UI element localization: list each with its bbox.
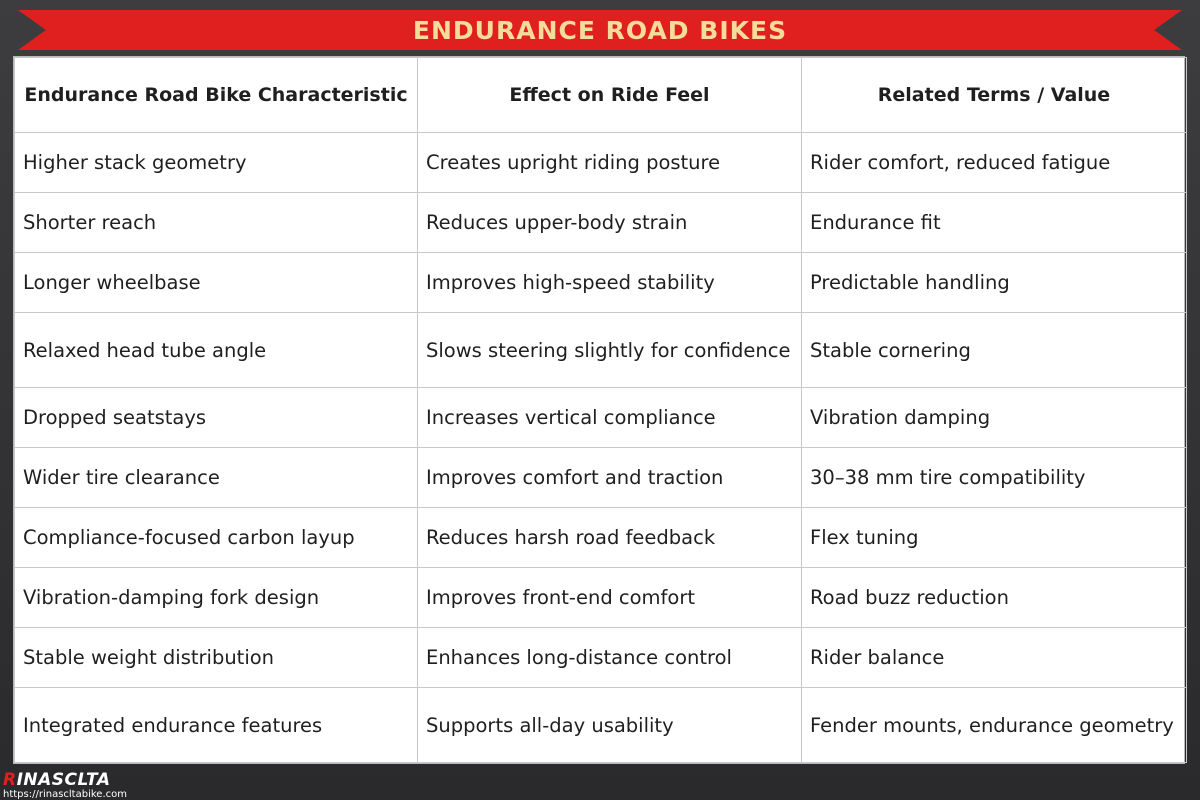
header-characteristic: Endurance Road Bike Characteristic bbox=[14, 57, 418, 133]
cell-effect: Improves comfort and traction bbox=[417, 447, 802, 508]
table-row: Longer wheelbase Improves high-speed sta… bbox=[14, 252, 1187, 313]
cell-effect: Reduces upper-body strain bbox=[417, 192, 802, 253]
cell-effect: Reduces harsh road feedback bbox=[417, 507, 802, 568]
table-row: Stable weight distribution Enhances long… bbox=[14, 627, 1187, 688]
header-row: Endurance Road Bike Characteristic Effec… bbox=[14, 57, 1187, 133]
table-row: Shorter reach Reduces upper-body strain … bbox=[14, 192, 1187, 253]
cell-characteristic: Stable weight distribution bbox=[14, 627, 418, 688]
characteristics-table: Endurance Road Bike Characteristic Effec… bbox=[14, 57, 1187, 763]
logo-initial: R bbox=[3, 770, 17, 790]
logo-wordmark: RINASCLTA bbox=[3, 770, 110, 790]
cell-related: Predictable handling bbox=[801, 252, 1187, 313]
cell-characteristic: Higher stack geometry bbox=[14, 132, 418, 193]
logo-rest: INASCLTA bbox=[16, 770, 111, 790]
cell-characteristic: Wider tire clearance bbox=[14, 447, 418, 508]
table-row: Relaxed head tube angle Slows steering s… bbox=[14, 312, 1187, 388]
cell-characteristic: Shorter reach bbox=[14, 192, 418, 253]
cell-characteristic: Compliance-focused carbon layup bbox=[14, 507, 418, 568]
page-title: ENDURANCE ROAD BIKES bbox=[412, 15, 788, 45]
cell-characteristic: Dropped seatstays bbox=[14, 387, 418, 448]
table-row: Wider tire clearance Improves comfort an… bbox=[14, 447, 1187, 508]
table-row: Higher stack geometry Creates upright ri… bbox=[14, 132, 1187, 193]
cell-effect: Improves front-end comfort bbox=[417, 567, 802, 628]
cell-effect: Enhances long-distance control bbox=[417, 627, 802, 688]
cell-characteristic: Longer wheelbase bbox=[14, 252, 418, 313]
cell-characteristic: Integrated endurance features bbox=[14, 687, 418, 763]
cell-effect: Creates upright riding posture bbox=[417, 132, 802, 193]
cell-effect: Supports all-day usability bbox=[417, 687, 802, 763]
website-url: https://rinascltabike.com bbox=[3, 789, 127, 800]
table-row: Compliance-focused carbon layup Reduces … bbox=[14, 507, 1187, 568]
cell-related: Endurance fit bbox=[801, 192, 1187, 253]
cell-related: Rider balance bbox=[801, 627, 1187, 688]
cell-related: 30–38 mm tire compatibility bbox=[801, 447, 1187, 508]
cell-characteristic: Relaxed head tube angle bbox=[14, 312, 418, 388]
table-row: Vibration-damping fork design Improves f… bbox=[14, 567, 1187, 628]
cell-related: Road buzz reduction bbox=[801, 567, 1187, 628]
cell-related: Rider comfort, reduced fatigue bbox=[801, 132, 1187, 193]
cell-related: Flex tuning bbox=[801, 507, 1187, 568]
header-effect: Effect on Ride Feel bbox=[417, 57, 802, 133]
cell-related: Vibration damping bbox=[801, 387, 1187, 448]
cell-characteristic: Vibration-damping fork design bbox=[14, 567, 418, 628]
cell-related: Fender mounts, endurance geometry bbox=[801, 687, 1187, 763]
cell-effect: Slows steering slightly for confidence bbox=[417, 312, 802, 388]
brand-logo: RINASCLTA https://rinascltabike.com bbox=[3, 772, 127, 800]
table-row: Integrated endurance features Supports a… bbox=[14, 687, 1187, 763]
comparison-table: Endurance Road Bike Characteristic Effec… bbox=[13, 56, 1187, 764]
title-banner: ENDURANCE ROAD BIKES bbox=[18, 10, 1182, 50]
cell-effect: Increases vertical compliance bbox=[417, 387, 802, 448]
header-related-terms: Related Terms / Value bbox=[801, 57, 1187, 133]
cell-related: Stable cornering bbox=[801, 312, 1187, 388]
table-row: Dropped seatstays Increases vertical com… bbox=[14, 387, 1187, 448]
cell-effect: Improves high-speed stability bbox=[417, 252, 802, 313]
